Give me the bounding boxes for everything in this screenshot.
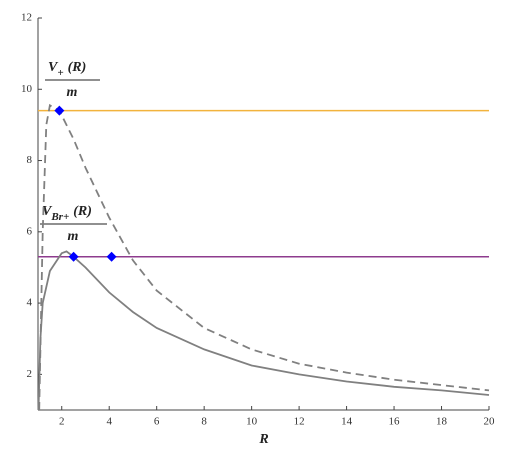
annotation-denominator: m bbox=[68, 229, 79, 244]
x-tick-label: 4 bbox=[106, 416, 112, 428]
annotation-denominator: m bbox=[67, 85, 78, 100]
annotation-main: V+ (R) bbox=[48, 60, 86, 78]
y-tick-label: 12 bbox=[21, 12, 32, 24]
curve bbox=[37, 250, 490, 411]
x-tick-label: 12 bbox=[294, 416, 305, 428]
x-tick-label: 6 bbox=[154, 416, 160, 428]
x-tick-label: 18 bbox=[436, 416, 448, 428]
x-tick-label: 16 bbox=[389, 416, 401, 428]
curve bbox=[38, 103, 490, 411]
x-tick-label: 20 bbox=[484, 416, 496, 428]
x-axis-label: R bbox=[258, 432, 268, 447]
marker bbox=[54, 105, 65, 116]
annotation: VBr+ (R) m bbox=[40, 204, 107, 244]
x-tick-label: 10 bbox=[246, 416, 258, 428]
annotation: V+ (R) m bbox=[45, 60, 100, 100]
x-tick-label: 2 bbox=[59, 416, 65, 428]
y-tick-label: 4 bbox=[27, 297, 33, 309]
marker bbox=[68, 251, 79, 262]
y-tick-label: 2 bbox=[27, 368, 33, 380]
x-tick-label: 14 bbox=[341, 416, 353, 428]
y-tick-label: 6 bbox=[27, 225, 33, 237]
marker bbox=[106, 251, 117, 262]
y-tick-label: 10 bbox=[21, 83, 33, 95]
x-tick-label: 8 bbox=[201, 416, 207, 428]
y-tick-label: 8 bbox=[27, 154, 33, 166]
annotation-main: VBr+ (R) bbox=[42, 204, 92, 222]
